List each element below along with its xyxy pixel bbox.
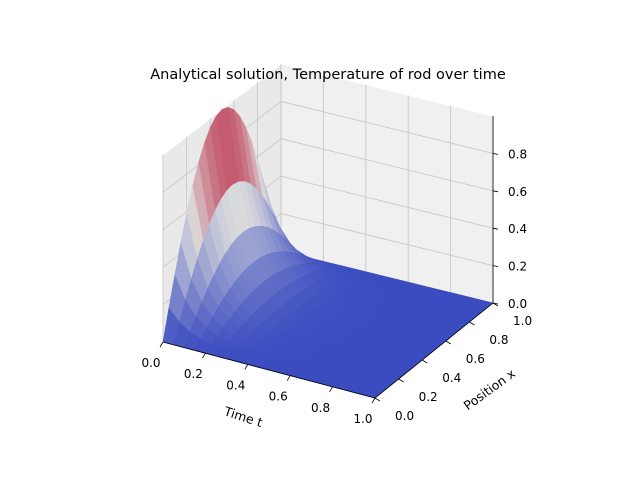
y-tick-label: 1.0: [513, 314, 532, 328]
y-tick-mark: [421, 359, 428, 364]
z-tick-label: 0.6: [508, 185, 527, 199]
z-tick-mark: [492, 153, 499, 155]
axes: [162, 116, 494, 399]
tick-labels: 0.0 0.2 0.4 0.6 0.8 1.0 0.0 0.2 0.4 0.6 0.8 1.0 0.0 0…: [141, 147, 532, 426]
x-axis-label: Time t: [221, 403, 264, 430]
y-tick-label: 0.4: [442, 371, 461, 385]
x-tick-mark: [202, 352, 206, 359]
z-tick-mark: [492, 265, 499, 267]
chart-title: Analytical solution, Temperature of rod …: [150, 67, 506, 83]
x-tick-mark: [329, 386, 333, 393]
x-tick-mark: [286, 375, 291, 381]
y-tick-mark: [374, 397, 381, 402]
z-tick-mark: [492, 227, 499, 230]
x-axis-line: [162, 341, 376, 399]
z-tick-label: 0.0: [508, 297, 527, 311]
x-tick-mark: [371, 397, 376, 404]
x-tick-label: 0.4: [226, 378, 245, 392]
z-tick-mark: [492, 302, 499, 305]
temperature-surface: [162, 107, 494, 399]
y-tick-label: 0.8: [489, 333, 508, 347]
z-tick-label: 0.8: [508, 147, 527, 161]
x-tick-label: 0.0: [141, 356, 160, 370]
x-tick-label: 1.0: [353, 412, 372, 426]
y-tick-mark: [398, 378, 404, 383]
y-tick-mark: [445, 340, 452, 345]
x-tick-label: 0.8: [311, 401, 330, 415]
y-axis-line: [374, 302, 494, 399]
y-tick-label: 0.0: [395, 409, 414, 423]
z-tick-mark: [492, 190, 499, 193]
x-tick-mark: [159, 341, 164, 348]
y-axis-label: Position x: [461, 366, 518, 413]
x-tick-label: 0.6: [269, 390, 288, 404]
x-tick-label: 0.2: [184, 367, 203, 381]
x-tick-mark: [244, 364, 249, 370]
z-tick-label: 0.4: [508, 222, 527, 236]
y-tick-label: 0.6: [466, 352, 485, 366]
y-tick-mark: [469, 321, 475, 326]
y-tick-label: 0.2: [419, 390, 438, 404]
z-tick-label: 0.2: [508, 260, 527, 274]
